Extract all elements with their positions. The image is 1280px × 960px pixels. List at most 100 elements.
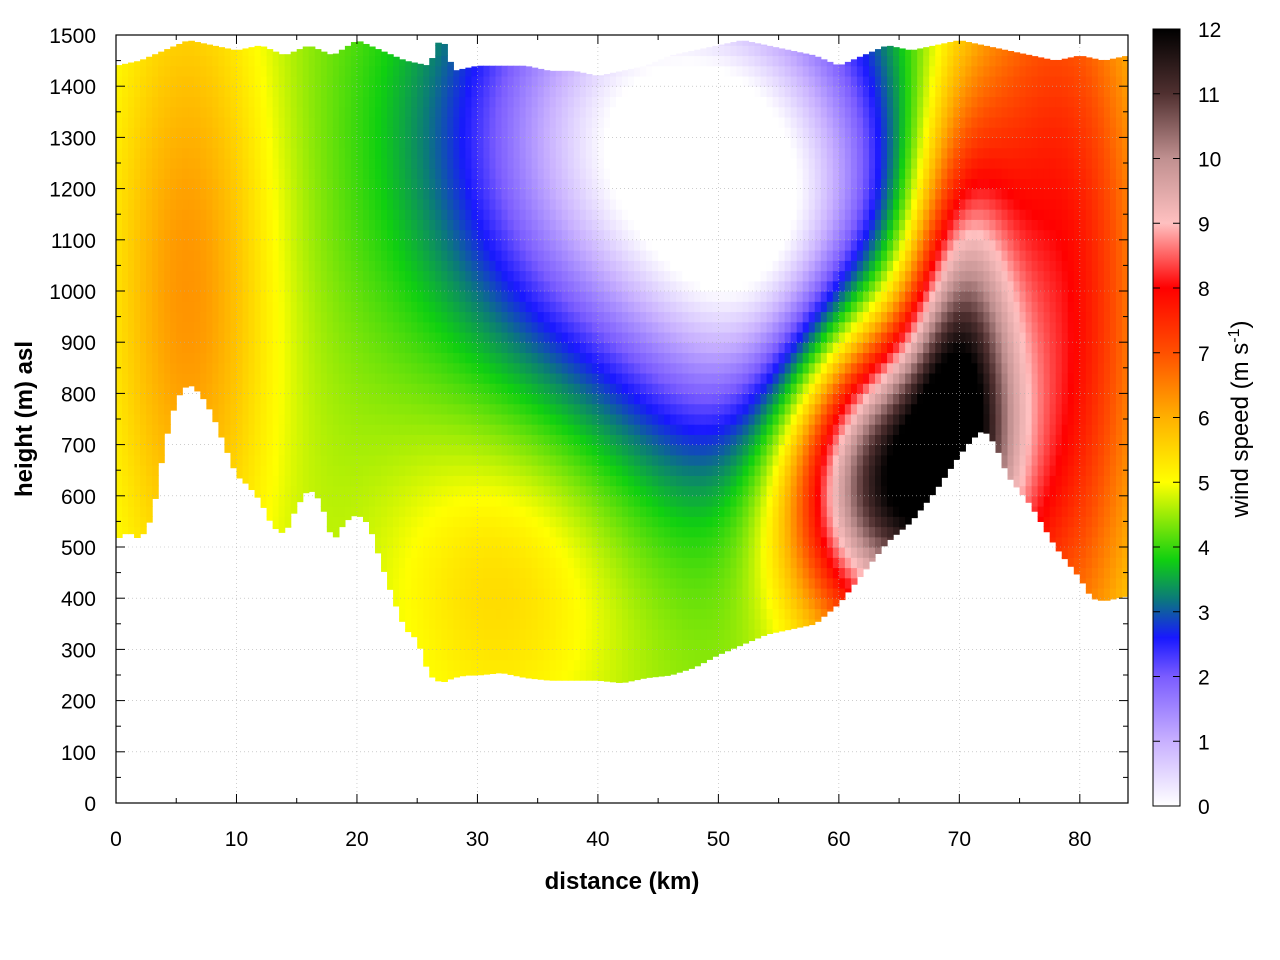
field-cell [603, 127, 611, 138]
field-cell [290, 342, 298, 354]
field-cell [501, 147, 509, 159]
field-cell [308, 260, 316, 272]
field-cell [242, 137, 250, 149]
field-cell [489, 598, 497, 610]
field-cell [344, 75, 352, 87]
field-cell [206, 65, 213, 77]
field-cell [146, 506, 153, 517]
field-cell [128, 250, 135, 261]
field-cell [302, 413, 310, 425]
field-cell [453, 75, 460, 87]
field-cell [670, 229, 677, 241]
field-cell [218, 434, 226, 438]
field-cell [308, 321, 316, 333]
field-cell [122, 342, 129, 354]
field-cell [362, 301, 370, 313]
field-cell [182, 260, 189, 272]
field-cell [447, 628, 454, 640]
field-cell [326, 475, 334, 487]
field-cell [640, 495, 647, 507]
field-cell [664, 372, 671, 384]
field-cell [628, 383, 635, 394]
field-cell [134, 536, 141, 538]
field-cell [658, 65, 665, 77]
field-cell [338, 209, 346, 220]
field-cell [435, 649, 442, 661]
field-cell [609, 291, 617, 302]
field-cell [134, 106, 141, 118]
field-cell [453, 116, 460, 128]
field-cell [531, 495, 539, 507]
field-cell [362, 65, 370, 77]
field-cell [435, 321, 442, 333]
field-cell [682, 157, 689, 169]
field-cell [555, 86, 563, 98]
field-cell [609, 198, 617, 210]
field-cell [411, 301, 418, 313]
field-cell [393, 96, 400, 108]
field-cell [453, 147, 460, 159]
field-cell [507, 547, 515, 558]
field-cell [465, 147, 472, 159]
field-cell [212, 321, 219, 333]
field-cell [609, 137, 617, 149]
field-cell [670, 137, 677, 149]
field-cell [429, 280, 436, 292]
field-cell [579, 465, 587, 476]
field-cell [513, 260, 521, 272]
field-cell [597, 454, 605, 466]
field-cell [200, 116, 207, 128]
field-cell [658, 352, 665, 364]
field-cell [609, 280, 617, 292]
field-cell [670, 75, 677, 87]
field-cell [290, 393, 298, 405]
field-cell [501, 526, 509, 538]
field-cell [453, 577, 460, 589]
field-cell [224, 147, 232, 159]
field-cell [652, 403, 659, 415]
field-cell [399, 331, 406, 343]
field-cell [164, 291, 171, 302]
field-cell [441, 250, 448, 261]
field-cell [555, 250, 563, 261]
field-cell [417, 65, 424, 77]
field-cell [591, 157, 599, 169]
field-cell [513, 188, 521, 200]
field-cell [640, 618, 647, 630]
field-cell [266, 250, 274, 261]
field-cell [332, 331, 340, 343]
field-cell [128, 485, 135, 497]
field-cell [591, 75, 599, 87]
field-cell [381, 485, 388, 497]
field-cell [435, 198, 442, 210]
field-cell [549, 96, 557, 108]
field-cell [640, 86, 647, 98]
field-cell [254, 485, 262, 497]
field-cell [573, 127, 581, 138]
field-cell [435, 608, 442, 620]
field-cell [519, 587, 527, 599]
field-cell [332, 198, 340, 210]
field-cell [164, 49, 171, 57]
field-cell [411, 260, 418, 272]
field-cell [501, 342, 509, 354]
field-cell [676, 331, 683, 343]
field-cell [375, 383, 382, 394]
field-cell [453, 188, 460, 200]
field-cell [489, 434, 497, 446]
field-cell [423, 342, 430, 354]
field-cell [362, 331, 370, 343]
field-cell [622, 444, 629, 456]
field-cell [435, 639, 442, 650]
field-cell [164, 352, 171, 364]
field-cell [411, 567, 418, 579]
field-cell [495, 434, 503, 446]
field-cell [579, 424, 587, 435]
field-cell [320, 147, 328, 159]
field-cell [284, 362, 292, 374]
field-cell [453, 495, 460, 507]
field-cell [471, 547, 479, 558]
field-cell [320, 157, 328, 169]
field-cell [332, 53, 340, 57]
field-cell [549, 649, 557, 661]
